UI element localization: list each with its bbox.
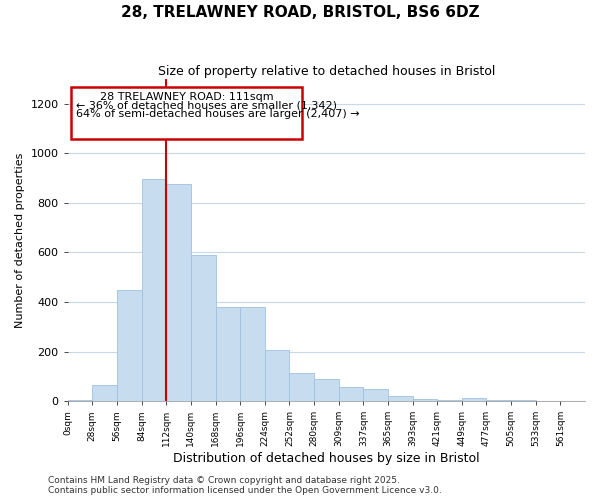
- X-axis label: Distribution of detached houses by size in Bristol: Distribution of detached houses by size …: [173, 452, 479, 465]
- Bar: [71, 86, 302, 139]
- Bar: [487, 400, 511, 401]
- Bar: [240, 307, 265, 401]
- Bar: [142, 180, 166, 401]
- Bar: [413, 398, 437, 401]
- Bar: [117, 290, 142, 401]
- Bar: [289, 372, 314, 401]
- Text: Contains HM Land Registry data © Crown copyright and database right 2025.
Contai: Contains HM Land Registry data © Crown c…: [48, 476, 442, 495]
- Bar: [462, 398, 487, 401]
- Text: ← 36% of detached houses are smaller (1,342): ← 36% of detached houses are smaller (1,…: [76, 100, 337, 110]
- Bar: [215, 307, 240, 401]
- Bar: [437, 400, 462, 401]
- Bar: [388, 396, 413, 401]
- Bar: [166, 184, 191, 401]
- Title: Size of property relative to detached houses in Bristol: Size of property relative to detached ho…: [158, 65, 495, 78]
- Y-axis label: Number of detached properties: Number of detached properties: [15, 152, 25, 328]
- Bar: [511, 400, 536, 401]
- Bar: [364, 388, 388, 401]
- Bar: [191, 255, 215, 401]
- Bar: [92, 385, 117, 401]
- Text: 64% of semi-detached houses are larger (2,407) →: 64% of semi-detached houses are larger (…: [76, 110, 360, 120]
- Bar: [314, 379, 338, 401]
- Bar: [338, 388, 364, 401]
- Bar: [68, 400, 92, 401]
- Bar: [265, 350, 289, 401]
- Text: 28 TRELAWNEY ROAD: 111sqm: 28 TRELAWNEY ROAD: 111sqm: [100, 92, 274, 102]
- Text: 28, TRELAWNEY ROAD, BRISTOL, BS6 6DZ: 28, TRELAWNEY ROAD, BRISTOL, BS6 6DZ: [121, 5, 479, 20]
